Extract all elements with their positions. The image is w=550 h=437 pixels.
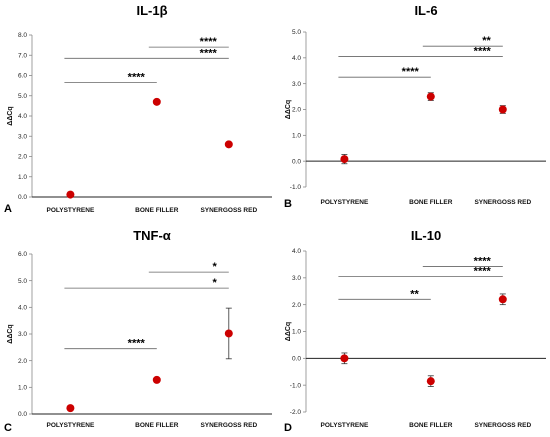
category-label: SYNERGOSS RED bbox=[200, 207, 257, 214]
category-label: BONE FILLER bbox=[409, 422, 453, 429]
significance-stars: ** bbox=[482, 35, 491, 47]
data-point bbox=[152, 97, 161, 106]
y-tick-label: 6.0 bbox=[18, 251, 27, 258]
y-tick-label: 1.0 bbox=[18, 174, 27, 181]
chart-panel-b: IL-6 ΔΔCq -1.0 0.0 1.0 2.0 3.0 4.0 5.0 POLYSTYREN… bbox=[284, 3, 546, 210]
significance-stars: **** bbox=[402, 66, 420, 78]
y-axis-label: ΔΔCq bbox=[7, 324, 14, 343]
y-tick-label: 0.0 bbox=[18, 411, 27, 418]
data-point bbox=[224, 329, 233, 338]
category-label: BONE FILLER bbox=[409, 199, 453, 206]
significance-stars: * bbox=[213, 277, 218, 289]
data-point bbox=[340, 155, 349, 164]
category-label: POLYSTYRENE bbox=[46, 422, 94, 429]
y-tick-label: 2.0 bbox=[18, 154, 27, 161]
y-tick-label: 4.0 bbox=[18, 305, 27, 312]
significance-stars: **** bbox=[474, 46, 492, 58]
category-label: BONE FILLER bbox=[135, 422, 179, 429]
category-label: BONE FILLER bbox=[135, 207, 179, 214]
panel-letter: A bbox=[4, 203, 12, 215]
y-axis-label: ΔΔCq bbox=[7, 106, 14, 125]
data-point bbox=[66, 190, 75, 199]
panel-letter: D bbox=[284, 422, 292, 434]
chart-panel-a: IL-1β ΔΔCq 0.0 1.0 2.0 3.0 4.0 5.0 6.0 7.0 8.0 POLY… bbox=[4, 3, 272, 215]
y-tick-label: 7.0 bbox=[18, 52, 27, 59]
chart-panel-c: TNF-α ΔΔCq 0.0 1.0 2.0 3.0 4.0 5.0 6.0 POLYSTYREN… bbox=[4, 228, 272, 434]
y-tick-label: -1.0 bbox=[290, 382, 302, 389]
y-tick-label: 3.0 bbox=[292, 81, 301, 88]
significance-stars: ** bbox=[410, 288, 419, 300]
chart-title: IL-1β bbox=[136, 3, 167, 18]
y-tick-label: 6.0 bbox=[18, 73, 27, 80]
y-tick-label: -2.0 bbox=[290, 409, 302, 416]
significance-stars: **** bbox=[128, 72, 146, 84]
significance-stars: **** bbox=[128, 338, 146, 350]
data-point bbox=[498, 295, 507, 304]
chart-panel-d: IL-10 ΔΔCq -2.0 -1.0 0.0 1.0 2.0 3.0 4.0 POLYSTYR… bbox=[284, 228, 546, 434]
data-point bbox=[426, 377, 435, 386]
panel-letter: B bbox=[284, 198, 292, 210]
significance-stars: **** bbox=[200, 36, 218, 48]
y-tick-label: 4.0 bbox=[292, 248, 301, 255]
chart-title: TNF-α bbox=[133, 228, 171, 243]
data-point bbox=[340, 354, 349, 363]
y-tick-label: 3.0 bbox=[18, 133, 27, 140]
data-point bbox=[498, 105, 507, 114]
y-tick-label: 5.0 bbox=[18, 278, 27, 285]
category-label: SYNERGOSS RED bbox=[474, 422, 531, 429]
y-tick-label: 0.0 bbox=[292, 356, 301, 363]
data-point bbox=[152, 375, 161, 384]
y-tick-label: 1.0 bbox=[292, 133, 301, 140]
y-tick-label: -1.0 bbox=[290, 184, 302, 191]
significance-stars: **** bbox=[474, 265, 492, 277]
chart-title: IL-10 bbox=[411, 228, 441, 243]
y-tick-label: 0.0 bbox=[18, 194, 27, 201]
y-tick-label: 0.0 bbox=[292, 158, 301, 165]
y-tick-label: 4.0 bbox=[18, 113, 27, 120]
y-tick-label: 8.0 bbox=[18, 32, 27, 39]
chart-title: IL-6 bbox=[414, 3, 437, 18]
y-tick-label: 1.0 bbox=[18, 385, 27, 392]
category-label: POLYSTYRENE bbox=[320, 199, 368, 206]
category-label: POLYSTYRENE bbox=[320, 422, 368, 429]
y-tick-label: 2.0 bbox=[292, 107, 301, 114]
category-label: SYNERGOSS RED bbox=[200, 422, 257, 429]
y-tick-label: 5.0 bbox=[18, 93, 27, 100]
y-axis-label: ΔΔCq bbox=[285, 322, 292, 341]
y-axis-label: ΔΔCq bbox=[285, 100, 292, 119]
y-tick-label: 2.0 bbox=[292, 302, 301, 309]
y-tick-label: 4.0 bbox=[292, 55, 301, 62]
significance-stars: * bbox=[213, 261, 218, 273]
y-tick-label: 3.0 bbox=[292, 275, 301, 282]
data-point bbox=[224, 140, 233, 149]
y-tick-label: 2.0 bbox=[18, 358, 27, 365]
data-point bbox=[66, 404, 75, 413]
category-label: POLYSTYRENE bbox=[46, 207, 94, 214]
data-point bbox=[426, 92, 435, 101]
y-tick-label: 3.0 bbox=[18, 331, 27, 338]
category-label: SYNERGOSS RED bbox=[474, 199, 531, 206]
panel-letter: C bbox=[4, 422, 12, 434]
significance-stars: **** bbox=[474, 256, 492, 268]
y-tick-label: 1.0 bbox=[292, 329, 301, 336]
significance-stars: **** bbox=[200, 47, 218, 59]
y-tick-label: 5.0 bbox=[292, 29, 301, 36]
